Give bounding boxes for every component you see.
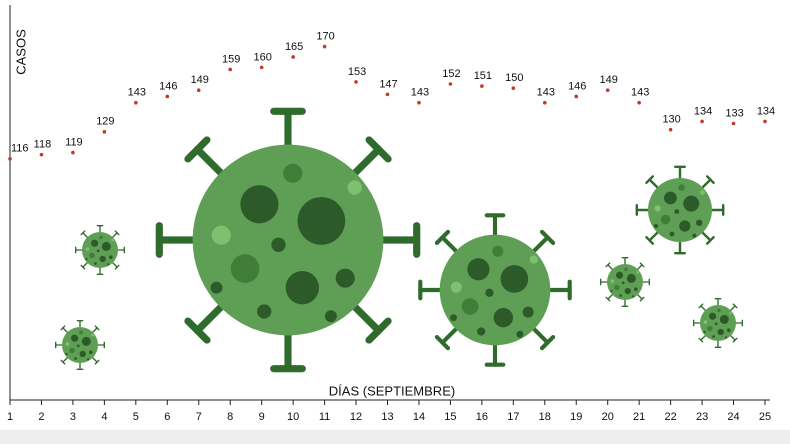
bottom-strip (0, 430, 790, 444)
data-label: 119 (65, 137, 83, 149)
data-label: 149 (600, 74, 618, 86)
x-tick-label: 5 (133, 411, 139, 423)
data-label: 116 (11, 143, 29, 155)
point (39, 152, 44, 157)
data-label: 118 (34, 139, 52, 151)
data-label: 143 (537, 87, 555, 99)
x-tick-label: 2 (38, 411, 44, 423)
data-label: 160 (253, 51, 271, 63)
x-tick-label: 8 (227, 411, 233, 423)
data-label: 149 (191, 74, 209, 86)
y-axis-title: CASOS (13, 29, 28, 75)
point (134, 100, 138, 105)
point (605, 88, 610, 93)
point (165, 94, 170, 99)
data-label: 134 (694, 105, 712, 117)
x-axis-title: DÍAS (SEPTIEMBRE) (329, 383, 455, 398)
point (102, 130, 107, 134)
point (196, 88, 201, 93)
point (8, 157, 12, 161)
data-label: 129 (96, 116, 114, 128)
point (385, 92, 390, 97)
point (511, 86, 516, 90)
x-tick-label: 12 (350, 411, 362, 423)
x-tick-label: 14 (413, 411, 425, 423)
point (71, 150, 75, 155)
data-label: 170 (316, 30, 334, 42)
x-tick-label: 10 (287, 411, 299, 423)
data-label: 143 (411, 87, 429, 99)
x-tick-label: 6 (164, 411, 170, 423)
data-label: 133 (725, 107, 743, 119)
x-tick-label: 1 (7, 411, 13, 423)
point (448, 82, 453, 86)
x-tick-label: 21 (633, 411, 645, 423)
data-label: 152 (442, 68, 460, 80)
point (322, 44, 327, 49)
x-tick-label: 9 (259, 411, 265, 423)
data-label: 146 (568, 80, 586, 92)
x-tick-label: 17 (507, 411, 519, 423)
point (228, 67, 233, 72)
x-tick-label: 23 (696, 411, 708, 423)
data-label: 143 (128, 87, 146, 99)
x-tick-label: 16 (476, 411, 488, 423)
x-tick-label: 13 (381, 411, 393, 423)
point (354, 80, 358, 84)
data-label: 159 (222, 53, 240, 65)
x-tick-label: 7 (196, 411, 202, 423)
point (637, 100, 641, 105)
point (417, 100, 421, 105)
x-tick-label: 25 (759, 411, 771, 423)
point (731, 121, 736, 126)
point (700, 119, 704, 124)
x-tick-label: 24 (727, 411, 739, 423)
x-tick-label: 19 (570, 411, 582, 423)
data-label: 134 (757, 105, 775, 117)
point (259, 65, 264, 70)
data-label: 165 (285, 41, 303, 53)
data-label: 146 (159, 80, 177, 92)
x-tick-label: 15 (444, 411, 456, 423)
x-tick-label: 18 (539, 411, 551, 423)
point (763, 119, 767, 124)
point (542, 100, 547, 105)
point (574, 94, 579, 99)
x-tick-label: 4 (101, 411, 107, 423)
data-label: 150 (505, 72, 523, 84)
data-label: 147 (379, 78, 397, 90)
data-label: 143 (631, 87, 649, 99)
point (668, 127, 673, 132)
decoration (55, 111, 743, 369)
point (480, 84, 484, 88)
data-label: 130 (662, 114, 680, 126)
x-tick-label: 22 (665, 411, 677, 423)
data-label: 151 (474, 70, 492, 82)
data-label: 153 (348, 66, 366, 78)
x-tick-label: 11 (319, 411, 330, 423)
x-tick-label: 3 (70, 411, 76, 423)
x-tick-label: 20 (602, 411, 614, 423)
point (291, 55, 295, 59)
